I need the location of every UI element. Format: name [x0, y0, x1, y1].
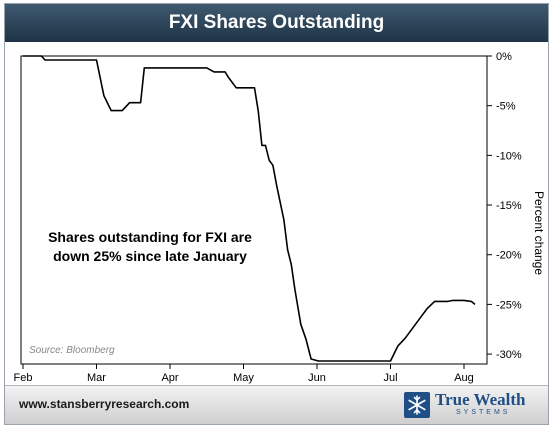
y-tick-label: -10% [496, 150, 522, 162]
chart-annotation-line-1: Shares outstanding for FXI are [48, 229, 252, 245]
x-tick-label: Jun [308, 372, 326, 384]
y-tick-label: -5% [496, 101, 516, 113]
x-tick-label: Aug [454, 372, 474, 384]
chart-annotation-line-2: down 25% since late January [53, 248, 247, 264]
y-axis-label: Percent change [532, 191, 546, 275]
x-tick-label: Mar [87, 372, 106, 384]
snowflake-logo-icon [404, 392, 430, 418]
logo-name: True Wealth [435, 390, 526, 409]
chart-area: 0% -5% -10% -15% -20% -25% -30% Feb Mar Apr May Ju… [5, 44, 550, 386]
y-tick-label: -20% [496, 250, 522, 262]
x-tick-label: Jul [383, 372, 397, 384]
x-tick-label: Apr [161, 372, 178, 384]
footer-bar: www.stansberryresearch.com True Wealth S… [5, 385, 548, 424]
y-tick-label: -15% [496, 200, 522, 212]
brand-logo: True Wealth SYSTEMS [404, 390, 536, 420]
y-tick-label: 0% [496, 51, 512, 63]
logo-subtitle: SYSTEMS [456, 409, 511, 416]
x-tick-label: May [233, 372, 254, 384]
chart-title: FXI Shares Outstanding [5, 4, 548, 42]
y-tick-label: -25% [496, 299, 522, 311]
x-tick-label: Feb [14, 372, 33, 384]
plot-border [20, 55, 488, 365]
line-chart: 0% -5% -10% -15% -20% -25% -30% Feb Mar Apr May Ju… [14, 51, 546, 384]
chart-frame: FXI Shares Outstanding 0% -5% -10% -15% -20%… [4, 3, 549, 425]
y-tick-label: -30% [496, 349, 522, 361]
series-line [23, 55, 476, 362]
footer-url[interactable]: www.stansberryresearch.com [19, 397, 190, 411]
source-label: Source: Bloomberg [29, 345, 115, 356]
